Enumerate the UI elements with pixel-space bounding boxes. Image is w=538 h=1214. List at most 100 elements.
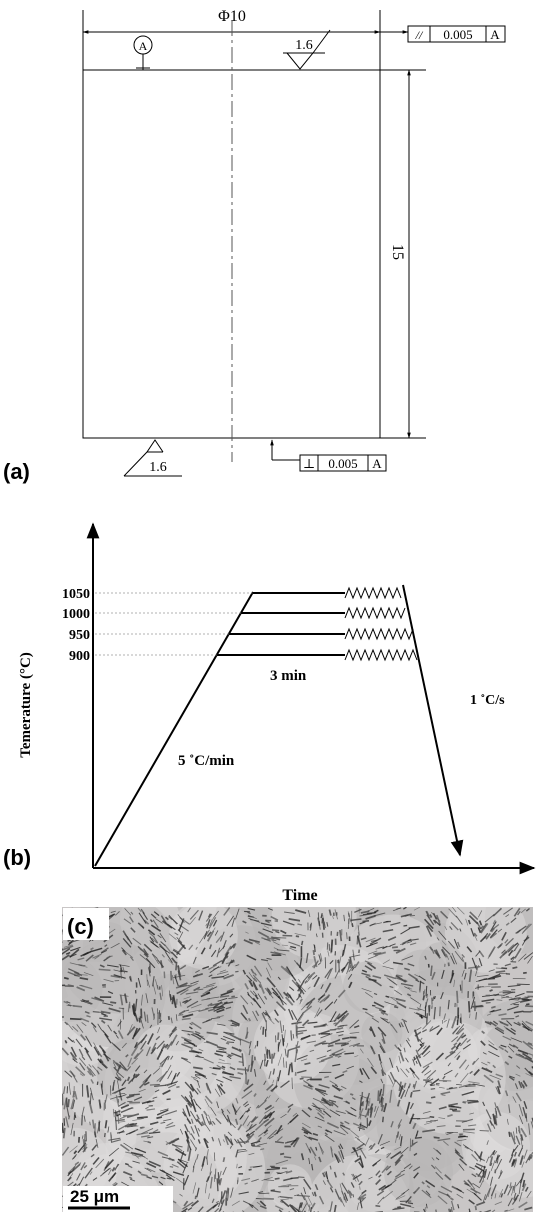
lath — [147, 974, 148, 986]
lath — [458, 1136, 465, 1137]
lath — [161, 1115, 164, 1116]
lath — [166, 952, 173, 963]
lath — [183, 1202, 194, 1209]
lath — [283, 1058, 284, 1068]
lath — [216, 1201, 219, 1202]
lath — [340, 1144, 343, 1149]
lath — [520, 1000, 532, 1002]
lath — [475, 1206, 476, 1210]
lath — [219, 1059, 225, 1061]
lath — [224, 1134, 228, 1145]
lath — [426, 1191, 430, 1196]
lath — [300, 999, 302, 1001]
lath — [516, 1136, 520, 1145]
datum-letter: A — [139, 39, 148, 53]
lath — [93, 1026, 96, 1032]
lath — [278, 1032, 279, 1040]
lath — [193, 1159, 196, 1168]
lath — [228, 997, 237, 998]
lath — [207, 1177, 209, 1183]
lath — [258, 1192, 263, 1193]
lath — [124, 919, 131, 924]
lath — [64, 1128, 65, 1138]
lath — [177, 1072, 180, 1076]
lath — [184, 997, 191, 999]
lath — [116, 1035, 118, 1038]
lath — [68, 985, 74, 986]
lath — [237, 1164, 238, 1168]
lath — [506, 938, 514, 945]
lath — [239, 1049, 242, 1050]
lath — [352, 1098, 355, 1100]
lath — [367, 1093, 369, 1101]
lath — [450, 926, 453, 929]
lath — [110, 1002, 116, 1003]
lath — [353, 950, 354, 956]
lath — [302, 1123, 311, 1128]
lath — [445, 1175, 451, 1180]
lath — [256, 1137, 261, 1143]
lath — [469, 920, 470, 924]
lath — [117, 1080, 119, 1089]
lath — [307, 1002, 312, 1009]
lath — [280, 1197, 292, 1198]
lath — [356, 1175, 359, 1181]
lath — [430, 1117, 435, 1118]
lath — [64, 978, 69, 979]
lath — [371, 1046, 375, 1054]
lath — [343, 1173, 345, 1176]
lath — [62, 1048, 68, 1055]
lath — [128, 1108, 134, 1109]
lath — [312, 1192, 314, 1196]
lath — [490, 1075, 502, 1080]
lath — [81, 952, 89, 956]
lath — [138, 923, 144, 928]
lath — [330, 1110, 340, 1116]
lath — [180, 1129, 182, 1134]
lath — [384, 975, 396, 978]
lath — [263, 1027, 264, 1035]
lath — [390, 1072, 395, 1082]
lath — [470, 1071, 473, 1073]
lath — [163, 1119, 171, 1121]
lath — [223, 1139, 224, 1142]
lath — [168, 1084, 176, 1087]
lath — [105, 1160, 113, 1169]
lath — [268, 1095, 270, 1098]
lath — [383, 966, 394, 969]
lath — [255, 966, 262, 977]
lath — [434, 996, 435, 999]
lath — [423, 989, 425, 999]
lath — [246, 1124, 257, 1132]
roughness-bottom: 1.6 — [149, 460, 167, 475]
lath — [487, 1140, 489, 1144]
lath — [217, 1084, 222, 1095]
lath — [193, 1067, 203, 1068]
lath — [368, 908, 374, 911]
lath — [411, 1143, 416, 1147]
lath — [285, 1049, 286, 1056]
lath — [332, 1085, 340, 1091]
lath — [220, 1084, 222, 1087]
lath — [467, 1039, 471, 1042]
lath — [488, 1041, 494, 1046]
lath — [118, 1073, 124, 1078]
lath — [186, 1105, 190, 1116]
lath — [338, 1011, 348, 1019]
lath — [516, 1066, 519, 1069]
lath — [230, 1146, 231, 1149]
lath — [183, 1014, 194, 1017]
lath — [265, 1111, 274, 1118]
lath — [379, 1010, 387, 1015]
lath — [99, 1100, 100, 1108]
lath — [327, 922, 328, 927]
lath — [279, 996, 283, 1005]
lath — [450, 1198, 453, 1200]
lath — [215, 1169, 216, 1179]
lath — [217, 1016, 224, 1017]
lath — [482, 986, 490, 987]
lath — [360, 1156, 363, 1168]
lath — [413, 1059, 415, 1066]
lath — [235, 965, 239, 966]
lath — [394, 990, 402, 995]
